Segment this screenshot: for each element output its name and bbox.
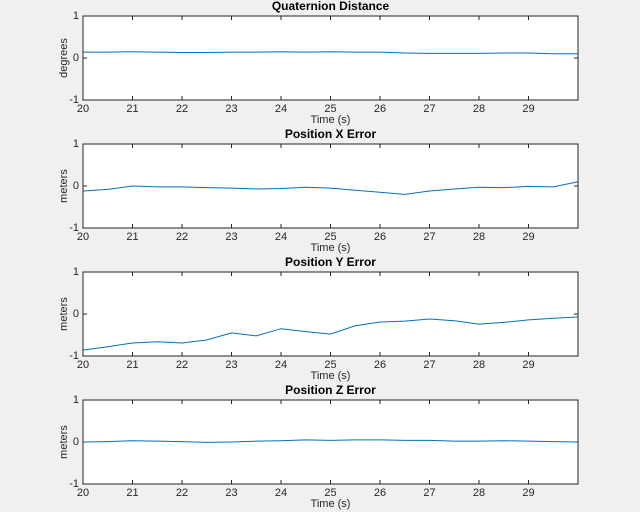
axes-box [82,271,579,357]
x-tick-label: 25 [324,231,336,243]
x-tick-label: 24 [275,103,287,115]
x-tick-label: 29 [522,359,534,371]
data-line [82,439,579,443]
x-tick-label: 21 [126,103,138,115]
axes-box [82,399,579,485]
y-tick-label: 1 [73,138,79,150]
x-tick-label: 22 [176,103,188,115]
axes-box [82,143,579,229]
x-tick-label: 24 [275,231,287,243]
x-tick-label: 22 [176,359,188,371]
x-axis-label: Time (s) [311,114,351,126]
x-tick-label: 27 [423,359,435,371]
x-tick-label: 20 [77,359,89,371]
x-tick-label: 26 [374,359,386,371]
x-tick-label: 21 [126,487,138,499]
y-tick-label: 1 [73,10,79,22]
x-tick-label: 23 [225,231,237,243]
x-tick-label: 28 [473,359,485,371]
x-tick-label: 25 [324,359,336,371]
x-tick-label: 25 [324,487,336,499]
y-tick-label: -1 [69,478,79,490]
x-tick-label: 20 [77,103,89,115]
x-tick-label: 21 [126,359,138,371]
x-tick-label: 28 [473,231,485,243]
x-axis-label: Time (s) [311,242,351,254]
x-tick-label: 27 [423,231,435,243]
y-tick-label: 0 [73,436,79,448]
x-tick-label: 29 [522,487,534,499]
x-axis-label: Time (s) [311,498,351,510]
y-tick-label: -1 [69,222,79,234]
x-tick-label: 22 [176,487,188,499]
plot-area [83,144,578,228]
x-tick-label: 23 [225,103,237,115]
plot-area [83,16,578,100]
data-line [82,316,579,351]
y-axis-label: meters [58,297,70,331]
x-tick-label: 22 [176,231,188,243]
chart-title: Position Z Error [285,383,376,397]
x-tick-label: 26 [374,103,386,115]
plot-area [83,400,578,484]
x-tick-label: 23 [225,359,237,371]
x-tick-label: 21 [126,231,138,243]
x-tick-label: 24 [275,487,287,499]
x-tick-label: 20 [77,231,89,243]
x-tick-label: 26 [374,487,386,499]
y-tick-label: 1 [73,394,79,406]
data-line [82,181,579,195]
y-tick-label: -1 [69,350,79,362]
y-tick-label: -1 [69,94,79,106]
x-tick-label: 25 [324,103,336,115]
x-tick-label: 20 [77,487,89,499]
chart-title: Position Y Error [285,255,376,269]
x-tick-label: 28 [473,487,485,499]
chart-title: Quaternion Distance [272,0,390,13]
x-tick-label: 29 [522,231,534,243]
chart-title: Position X Error [285,127,377,141]
x-tick-label: 27 [423,103,435,115]
y-tick-label: 0 [73,180,79,192]
y-tick-label: 1 [73,266,79,278]
x-tick-label: 26 [374,231,386,243]
x-tick-label: 24 [275,359,287,371]
x-tick-label: 29 [522,103,534,115]
axes-box [82,15,579,101]
data-line [83,51,578,55]
y-axis-label: degrees [58,38,70,78]
y-axis-label: meters [58,425,70,459]
x-axis-label: Time (s) [311,370,351,382]
y-axis-label: meters [58,169,70,203]
y-tick-label: 0 [73,308,79,320]
plot-area [83,272,578,356]
y-tick-label: 0 [73,52,79,64]
x-tick-label: 28 [473,103,485,115]
x-tick-label: 27 [423,487,435,499]
x-tick-label: 23 [225,487,237,499]
